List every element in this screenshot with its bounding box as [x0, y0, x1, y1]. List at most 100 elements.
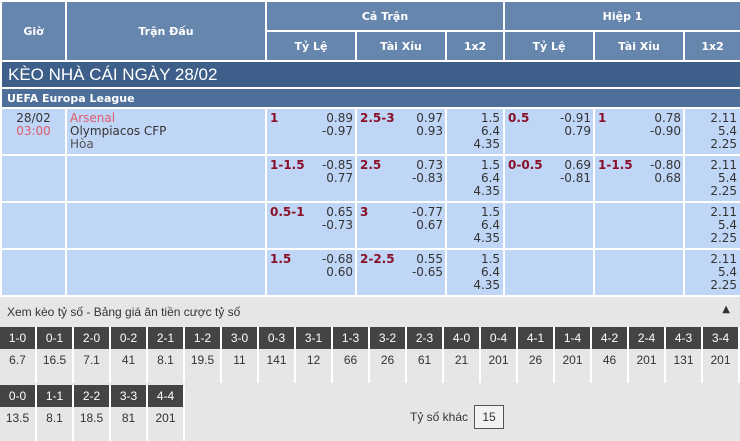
odds-table: Giờ Trận Đấu Cả Trận Hiệp 1 Tỷ Lệ Tài Xỉ… — [0, 0, 740, 297]
score-label: 1-2 — [185, 327, 220, 349]
score-odds[interactable]: 66 — [333, 349, 368, 383]
score-label: 3-3 — [111, 385, 146, 407]
score-odds[interactable]: 7.1 — [74, 349, 109, 383]
1x2-odds[interactable]: 1.5 6.4 4.35 — [444, 248, 506, 297]
1x2-odds[interactable]: 2.11 5.4 2.25 — [683, 154, 740, 203]
score-odds[interactable]: 141 — [259, 349, 294, 383]
score-label: 2-2 — [74, 385, 109, 407]
1x2-odds[interactable]: 1.5 6.4 4.35 — [444, 107, 506, 156]
score-cell[interactable]: 3-3 81 — [111, 385, 148, 441]
score-label: 1-3 — [333, 327, 368, 349]
score-odds[interactable]: 201 — [481, 349, 516, 383]
score-odds[interactable]: 201 — [148, 407, 183, 441]
score-cell[interactable]: 2-3 61 — [407, 327, 444, 383]
score-odds[interactable]: 13.5 — [0, 407, 35, 441]
score-odds[interactable]: 19.5 — [185, 349, 220, 383]
line: 0.5-1 — [270, 205, 305, 219]
score-label: 4-2 — [592, 327, 627, 349]
odds-row: 0.5-1 0.65 -0.73 3 -0.77 0.67 1.5 6.4 4.35 2.11 5.… — [0, 201, 740, 250]
score-odds[interactable]: 201 — [629, 349, 664, 383]
score-cell[interactable]: 2-4 201 — [629, 327, 666, 383]
score-cell[interactable]: 1-2 19.5 — [185, 327, 222, 383]
score-odds[interactable]: 21 — [444, 349, 479, 383]
1x2-odds[interactable]: 2.11 5.4 2.25 — [683, 201, 740, 250]
score-label: 2-1 — [148, 327, 183, 349]
score-cell[interactable]: 0-1 16.5 — [37, 327, 74, 383]
odds-row: 1.5 -0.68 0.60 2-2.5 0.55 -0.65 1.5 6.4 4.35 2.11… — [0, 248, 740, 297]
score-odds[interactable]: 11 — [222, 349, 257, 383]
odds-value[interactable]: -0.91 0.79 — [559, 111, 592, 138]
away-team: Olympiacos CFP — [70, 124, 167, 138]
score-odds[interactable]: 81 — [111, 407, 146, 441]
score-label: 3-1 — [296, 327, 331, 349]
odds-value[interactable]: -0.85 0.77 — [321, 158, 353, 185]
score-odds[interactable]: 8.1 — [37, 407, 72, 441]
score-cell[interactable]: 0-4 201 — [481, 327, 518, 383]
line: 1-1.5 — [270, 158, 305, 172]
score-label: 4-1 — [518, 327, 553, 349]
score-odds[interactable]: 26 — [370, 349, 405, 383]
score-odds[interactable]: 26 — [518, 349, 553, 383]
col-h1-1x2: 1x2 — [683, 30, 740, 62]
score-cell[interactable]: 2-0 7.1 — [74, 327, 111, 383]
correct-score-row: 0-0 13.5 1-1 8.1 2-2 18.5 3-3 81 4-4 201 — [0, 385, 185, 441]
score-cell[interactable]: 4-1 26 — [518, 327, 555, 383]
other-score-value[interactable]: 15 — [474, 405, 505, 429]
1x2-odds[interactable]: 2.11 5.4 2.25 — [683, 248, 740, 297]
line: 1 — [598, 111, 607, 125]
score-odds[interactable]: 201 — [703, 349, 738, 383]
odds-value[interactable]: -0.80 0.68 — [649, 158, 682, 185]
score-cell[interactable]: 0-2 41 — [111, 327, 148, 383]
score-cell[interactable]: 1-3 66 — [333, 327, 370, 383]
odds-value[interactable]: 0.78 -0.90 — [649, 111, 682, 138]
score-cell[interactable]: 0-0 13.5 — [0, 385, 37, 441]
triangle-up-icon[interactable]: ▲ — [722, 304, 730, 315]
score-odds[interactable]: 16.5 — [37, 349, 72, 383]
correct-score-title[interactable]: Xem kèo tỷ số - Bảng giá ăn tiền cược tỷ… — [7, 305, 241, 319]
odds-value[interactable]: -0.68 0.60 — [321, 252, 353, 279]
score-cell[interactable]: 1-4 201 — [555, 327, 592, 383]
score-odds[interactable]: 61 — [407, 349, 442, 383]
score-cell[interactable]: 1-0 6.7 — [0, 327, 37, 383]
score-cell[interactable]: 3-1 12 — [296, 327, 333, 383]
score-cell[interactable]: 4-0 21 — [444, 327, 481, 383]
score-cell[interactable]: 3-4 201 — [703, 327, 740, 383]
odds-value[interactable]: 0.55 -0.65 — [411, 252, 443, 279]
score-odds[interactable]: 6.7 — [0, 349, 35, 383]
score-cell[interactable]: 3-0 11 — [222, 327, 259, 383]
odds-value[interactable]: 0.73 -0.83 — [411, 158, 443, 185]
odds-value[interactable]: 0.69 -0.81 — [559, 158, 592, 185]
line: 0.5 — [508, 111, 530, 125]
line: 1-1.5 — [598, 158, 633, 172]
score-cell[interactable]: 4-3 131 — [666, 327, 703, 383]
1x2-odds[interactable]: 1.5 6.4 4.35 — [444, 201, 506, 250]
score-odds[interactable]: 12 — [296, 349, 331, 383]
score-cell[interactable]: 4-2 46 — [592, 327, 629, 383]
score-cell[interactable]: 4-4 201 — [148, 385, 185, 441]
odds-value[interactable]: 0.65 -0.73 — [321, 205, 353, 232]
score-odds[interactable]: 41 — [111, 349, 146, 383]
col-tran-dau: Trận Đấu — [65, 0, 267, 62]
score-odds[interactable]: 8.1 — [148, 349, 183, 383]
score-cell[interactable]: 2-2 18.5 — [74, 385, 111, 441]
score-odds[interactable]: 201 — [555, 349, 590, 383]
score-cell[interactable]: 1-1 8.1 — [37, 385, 74, 441]
score-odds[interactable]: 131 — [666, 349, 701, 383]
odds-value[interactable]: 0.89 -0.97 — [321, 111, 353, 138]
line: 1.5 — [270, 252, 292, 266]
score-odds[interactable]: 18.5 — [74, 407, 109, 441]
odds-value[interactable]: -0.77 0.67 — [411, 205, 443, 232]
col-h1-ty-le: Tỷ Lệ — [503, 30, 596, 62]
odds-value[interactable]: 0.97 0.93 — [416, 111, 443, 138]
score-odds[interactable]: 46 — [592, 349, 627, 383]
score-label: 1-1 — [37, 385, 72, 407]
match-teams[interactable]: Arsenal Olympiacos CFP Hòa — [65, 107, 267, 156]
score-cell[interactable]: 0-3 141 — [259, 327, 296, 383]
1x2-odds[interactable]: 1.5 6.4 4.35 — [444, 154, 506, 203]
score-cell[interactable]: 2-1 8.1 — [148, 327, 185, 383]
other-score-label: Tỷ số khác — [410, 410, 469, 424]
page-title: KÈO NHÀ CÁI NGÀY 28/02 — [0, 60, 740, 89]
score-label: 0-3 — [259, 327, 294, 349]
score-cell[interactable]: 3-2 26 — [370, 327, 407, 383]
1x2-odds[interactable]: 2.11 5.4 2.25 — [683, 107, 740, 156]
